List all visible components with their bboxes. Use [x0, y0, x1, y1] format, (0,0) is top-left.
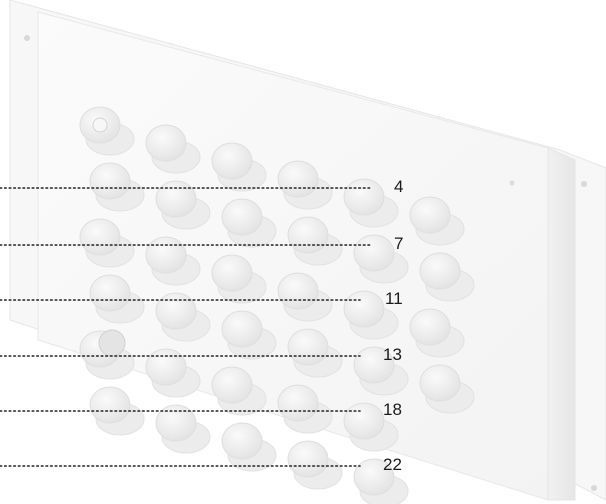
cable-gland: [287, 440, 343, 490]
callout-label: 18: [383, 400, 402, 419]
cable-gland: [353, 346, 409, 396]
callout-label: 7: [394, 234, 404, 253]
cable-gland: [79, 218, 135, 268]
cable-gland: [79, 106, 135, 156]
cable-gland: [89, 274, 145, 324]
cable-gland: [211, 366, 267, 416]
cable-gland: [155, 404, 211, 454]
cable-gland: [211, 142, 267, 192]
cable-gland: [145, 348, 201, 398]
cable-gland: [221, 198, 277, 248]
mounting-hole-box: [509, 180, 515, 186]
cable-gland-array: [79, 106, 475, 504]
cable-gland: [353, 458, 409, 504]
mounting-hole-top-left: [24, 35, 30, 41]
cable-gland: [277, 384, 333, 434]
cable-gland: [419, 252, 475, 302]
cable-gland: [221, 310, 277, 360]
callout-label: 4: [394, 177, 404, 196]
cable-gland: [343, 402, 399, 452]
cable-gland: [287, 216, 343, 266]
cable-gland: [79, 329, 135, 380]
callout-label: 22: [383, 455, 402, 474]
cable-gland: [211, 254, 267, 304]
cable-gland: [353, 234, 409, 284]
cable-gland: [145, 124, 201, 174]
cable-gland: [409, 196, 465, 246]
cable-gland: [221, 422, 277, 472]
cable-gland: [145, 236, 201, 286]
cable-gland: [155, 180, 211, 230]
mounting-hole-bottom-right: [591, 485, 597, 491]
mounting-hole-right: [581, 181, 587, 187]
cable-gland: [409, 308, 465, 358]
callout-label: 11: [385, 289, 403, 308]
cable-gland: [89, 162, 145, 212]
cable-gland: [155, 292, 211, 342]
enclosure-side: [547, 147, 576, 501]
callout-label: 13: [383, 345, 402, 364]
cable-gland: [419, 364, 475, 414]
callout-leaders: [0, 187, 373, 467]
